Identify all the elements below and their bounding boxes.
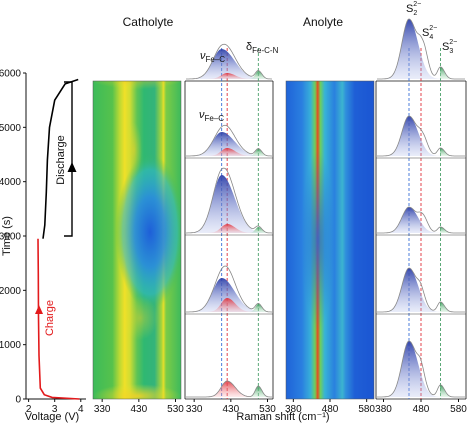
fe-c-red-peak xyxy=(190,381,270,397)
x-tick-label: 380 xyxy=(285,404,302,415)
discharge-arrow-icon xyxy=(67,162,77,172)
s3-green-peak xyxy=(440,227,466,233)
x-tick-label: 430 xyxy=(130,404,147,415)
x-tick-label: 580 xyxy=(450,404,467,415)
fe-c-n-green-peak xyxy=(235,227,272,233)
x-tick-label: 530 xyxy=(167,404,184,415)
fe-c-n-green-peak xyxy=(235,304,272,312)
x-tick-label: 480 xyxy=(322,404,339,415)
s3-label: S32− xyxy=(442,39,457,55)
fe-c-red-peak xyxy=(190,298,270,312)
discharge-curve xyxy=(42,78,79,239)
fe-c-red-peak xyxy=(190,73,270,79)
vt-y-tick-label: 5000 xyxy=(0,123,21,134)
s2-blue-peak xyxy=(378,207,464,233)
fe-c-red-peak xyxy=(190,148,270,156)
vt-xlabel: Voltage (V) xyxy=(25,411,79,423)
fe-c-red-peak xyxy=(190,224,270,233)
s3-green-peak xyxy=(440,385,466,397)
anolyte-spectra xyxy=(375,18,467,400)
discharge-label: Discharge xyxy=(55,135,67,185)
vt-y-tick-label: 1000 xyxy=(0,340,21,351)
vt-x-tick-label: 4 xyxy=(78,404,84,415)
s2-blue-peak xyxy=(378,268,464,312)
fe-c-blue-peak xyxy=(188,49,270,79)
x-tick-label: 480 xyxy=(413,404,430,415)
vt-ylabel: Time (s) xyxy=(1,216,13,256)
vt-y-tick-label: 0 xyxy=(15,395,21,406)
fe-c-blue-peak xyxy=(188,175,270,233)
fitted-envelope xyxy=(377,115,465,157)
delta-fecn-label: δFe-C-N xyxy=(246,41,279,55)
anolyte-heatmap xyxy=(285,80,375,400)
fitted-envelope xyxy=(186,380,272,398)
fitted-envelope xyxy=(186,124,272,157)
x-tick-label: 330 xyxy=(186,404,203,415)
x-tick-label: 380 xyxy=(375,404,392,415)
s4-label: S42− xyxy=(422,25,437,41)
fitted-envelope xyxy=(377,340,465,398)
charge-label: Charge xyxy=(44,300,56,336)
fe-c-n-green-peak xyxy=(235,71,272,79)
x-tick-label: 430 xyxy=(222,404,239,415)
fitted-envelope xyxy=(377,267,465,313)
anolyte-title: Anolyte xyxy=(303,15,343,29)
nu-fec-top-label: νFe–C xyxy=(200,50,225,64)
s2-label: S22− xyxy=(406,1,421,17)
s2-blue-peak xyxy=(378,19,464,79)
catholyte-title: Catholyte xyxy=(123,15,174,29)
vt-y-tick-label: 2000 xyxy=(0,286,21,297)
x-tick-label: 330 xyxy=(94,404,111,415)
fitted-envelope xyxy=(377,206,465,234)
s2-blue-peak xyxy=(378,341,464,397)
vt-x-tick-label: 3 xyxy=(52,404,58,415)
discharge-bracket xyxy=(64,81,73,237)
vt-y-tick-label: 4000 xyxy=(0,177,21,188)
fitted-envelope xyxy=(186,167,273,234)
charge-arrow-icon xyxy=(35,305,43,314)
vt-y-tick-label: 3000 xyxy=(0,232,21,243)
nu-fec-second-label: νFe–C xyxy=(199,109,224,123)
catholyte-heatmap xyxy=(92,80,182,400)
fe-c-blue-peak xyxy=(188,132,270,156)
fitted-envelope xyxy=(377,18,465,80)
vt-y-tick-label: 6000 xyxy=(0,69,21,80)
x-tick-label: 580 xyxy=(358,404,375,415)
raman-xlabel: Raman shift (cm⁻¹) xyxy=(236,411,329,423)
fe-c-n-green-peak xyxy=(235,386,272,397)
s3-green-peak xyxy=(440,67,466,79)
fitted-envelope xyxy=(186,43,272,80)
x-tick-label: 530 xyxy=(259,404,276,415)
vt-x-tick-label: 2 xyxy=(26,404,32,415)
fe-c-blue-peak xyxy=(188,278,270,312)
charge-curve xyxy=(37,238,80,400)
fitted-envelope xyxy=(186,265,272,313)
s3-green-peak xyxy=(440,302,466,312)
s2-blue-peak xyxy=(378,116,464,156)
s3-green-peak xyxy=(440,148,466,156)
catholyte-spectra xyxy=(184,43,274,400)
fe-c-n-green-peak xyxy=(235,149,272,156)
